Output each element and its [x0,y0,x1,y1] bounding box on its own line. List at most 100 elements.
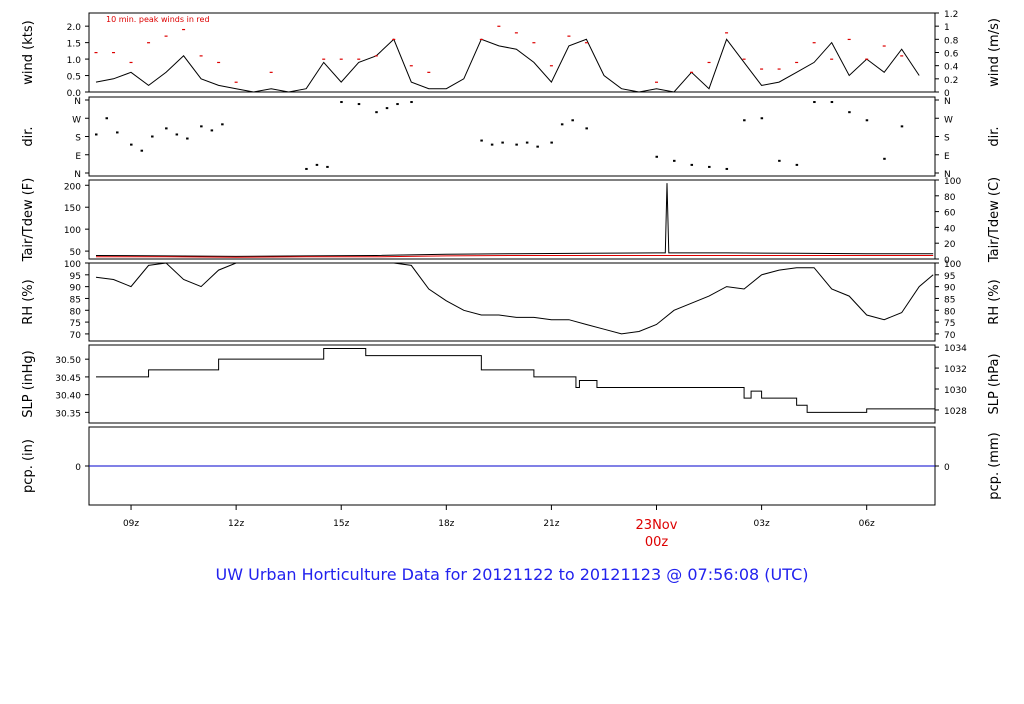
pressure-series [96,348,935,413]
humidity-panel-ytick-label-left: 85 [70,295,81,305]
temperature-panel-ytick-label-right: 0 [944,256,950,266]
direction-panel-ytick-label-right: W [944,115,953,125]
wind-peak-point [532,42,536,44]
precipitation-panel-ytick-label-right: 0 [944,463,950,473]
wind-panel-ytick-label-left: 1.0 [67,56,82,66]
direction-point [778,159,781,162]
wind-peak-point [549,65,553,67]
pressure-panel-ytick-label-right: 1030 [944,386,967,396]
humidity-panel-ytick-label-right: 70 [944,331,956,341]
wind-panel-annotation: 10 min. peak winds in red [106,15,210,24]
direction-point [116,131,119,134]
pressure-panel-ylabel-left: SLP (inHg) [21,350,36,418]
wind-peak-point [812,42,816,44]
wind-peak-point [94,52,98,54]
x-tick-label: 09z [123,519,139,529]
midnight-hour-label: 00z [645,535,669,550]
humidity-panel-ytick-label-right: 75 [944,319,955,329]
direction-point [690,163,694,166]
wind-panel-ytick-label-right: 0.8 [944,36,959,46]
direction-panel-ytick-label-left: W [72,115,81,125]
wind-speed-series [95,38,920,93]
air-temperature-series [95,183,934,257]
wind-peak-point [374,55,378,57]
direction-point [501,141,504,144]
wind-peak-point [427,71,431,73]
wind-peak-point [655,81,659,83]
temperature-panel-frame [88,179,936,260]
direction-point [186,137,189,140]
direction-point [795,163,799,166]
direction-point [140,149,144,152]
wind-peak-point [339,58,343,60]
pressure-panel-ytick-label-left: 30.45 [55,374,81,384]
direction-panel-ytick-label-right: E [944,152,950,162]
direction-point [375,111,378,114]
temperature-panel-ylabel-right: Tair/Tdew (C) [987,177,1002,263]
humidity-panel-frame [88,262,936,342]
wind-peak-point [357,58,361,60]
direction-panel-ytick-label-right: N [944,97,951,107]
direction-point [175,133,179,136]
direction-point [200,125,203,128]
wind-peak-point [479,38,483,41]
wind-panel-ytick-label-left: 2.0 [67,23,82,33]
direction-point [725,167,729,170]
temperature-panel-ytick-label-right: 20 [944,240,956,250]
wind-peak-point [392,38,396,41]
direction-point [385,107,389,110]
wind-peak-point [795,61,799,64]
humidity-panel-ytick-label-right: 90 [944,284,956,294]
direction-point [883,157,886,160]
direction-point [560,123,564,126]
temperature-panel-ytick-label-left: 200 [64,182,81,192]
temperature-panel-ytick-label-right: 60 [944,209,956,219]
wind-peak-point [707,61,711,64]
direction-point [848,111,851,114]
temperature-panel-ytick-label-right: 80 [944,193,956,203]
direction-point [830,101,834,104]
wind-peak-point [497,25,501,27]
humidity-panel-ytick-label-left: 95 [70,272,81,282]
wind-peak-point [830,58,834,60]
wind-peak-point [847,38,851,41]
direction-point [480,139,483,142]
wind-peak-point [882,45,886,47]
wind-peak-point [322,58,326,60]
direction-panel-ytick-label-left: S [75,134,81,144]
direction-point [655,155,659,158]
wind-panel-ytick-label-right: 0.6 [944,50,959,60]
wind-panel-ytick-label-left: 1.5 [67,40,81,50]
humidity-panel-ytick-label-left: 75 [70,319,81,329]
wind-peak-point [777,68,781,70]
x-tick-label: 21z [543,519,559,529]
direction-point [105,117,109,120]
wind-peak-point [865,58,869,60]
wind-panel-ytick-label-left: 0.5 [67,73,81,83]
dewpoint-series [96,255,934,258]
direction-point [865,119,869,122]
wind-peak-point [514,32,518,34]
wind-peak-point [147,42,151,44]
direction-panel-ylabel-right: dir. [987,126,1002,146]
direction-point [673,159,676,162]
direction-point [585,127,588,130]
direction-point [340,101,343,104]
direction-point [490,143,494,146]
wind-peak-point [269,71,273,73]
direction-point [315,163,319,166]
direction-point [210,129,214,132]
wind-peak-point [199,55,203,57]
wind-peak-point [182,28,186,31]
x-tick-label: 15z [333,519,349,529]
humidity-panel-ytick-label-left: 100 [64,260,81,270]
pressure-panel-frame [88,344,936,424]
wind-peak-point [409,65,413,67]
wind-peak-point [129,61,133,64]
wind-peak-point [234,81,238,83]
humidity-panel-ylabel-right: RH (%) [987,279,1002,324]
wind-panel-ytick-label-right: 1 [944,23,950,33]
wind-peak-point [584,42,588,44]
direction-point [515,143,518,146]
